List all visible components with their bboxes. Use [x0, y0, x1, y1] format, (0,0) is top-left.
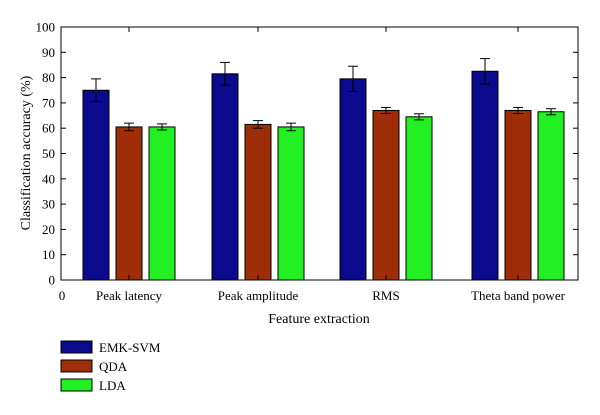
y-tick-label: 20	[42, 222, 55, 237]
legend-label: EMK-SVM	[99, 340, 161, 355]
y-axis-label: Classification accuracy (%)	[19, 75, 34, 230]
legend-label: QDA	[99, 359, 128, 374]
bars	[82, 58, 565, 281]
y-tick-label: 90	[42, 45, 55, 60]
bar	[277, 126, 305, 281]
y-tick-label: 40	[42, 171, 55, 186]
legend: EMK-SVM QDA LDA	[60, 340, 161, 393]
y-tick-label: 100	[36, 20, 56, 35]
bar	[211, 73, 239, 281]
legend-swatch	[60, 378, 93, 392]
y-tick-label: 80	[42, 70, 55, 85]
y-tick-label: 0	[49, 273, 56, 288]
y-tick-label: 50	[42, 146, 55, 161]
bar	[504, 109, 532, 281]
x-tick-label: Peak amplitude	[218, 288, 299, 303]
bar	[372, 109, 400, 281]
x-tick-label: Peak latency	[96, 288, 163, 303]
legend-label: LDA	[99, 378, 126, 393]
y-tick-label: 30	[42, 197, 55, 212]
x-tick-label: Theta band power	[471, 288, 566, 303]
bar	[148, 126, 176, 281]
bar	[82, 89, 110, 281]
bar	[115, 126, 143, 281]
y-tick-label: 10	[42, 247, 55, 262]
bar	[537, 111, 565, 281]
bar	[244, 123, 272, 281]
legend-swatch	[60, 359, 93, 373]
bar	[339, 78, 367, 281]
x-zero-label: 0	[59, 288, 66, 303]
legend-swatch	[60, 340, 93, 354]
bar	[405, 116, 433, 281]
y-tick-label: 60	[42, 121, 55, 136]
x-axis-ticks: Peak latency Peak amplitude RMS Theta band …	[96, 27, 566, 303]
x-tick-label: RMS	[372, 288, 399, 303]
x-axis-label: Feature extraction	[268, 312, 369, 327]
y-axis-ticks: 0 10 20 30 40 50 60 70 80 90 100	[36, 20, 578, 288]
y-tick-label: 70	[42, 95, 55, 110]
bar	[471, 70, 499, 281]
